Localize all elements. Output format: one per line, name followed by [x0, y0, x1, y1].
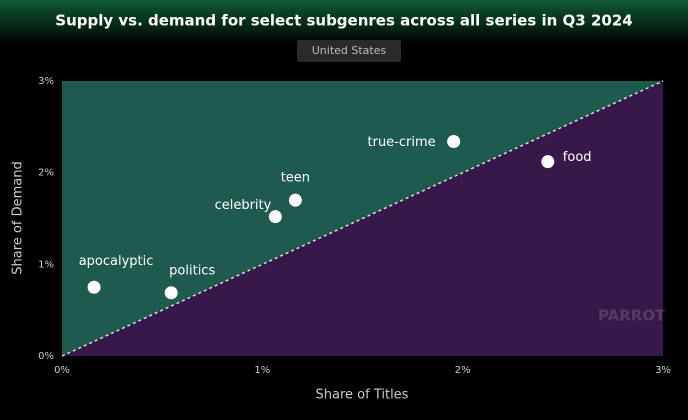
- subtitle: United States: [312, 44, 387, 57]
- point: [87, 280, 101, 294]
- point: [288, 193, 302, 207]
- point-label: celebrity: [215, 198, 272, 213]
- x-tick-label: 3%: [655, 365, 671, 376]
- chart-title: Supply vs. demand for select subgenres a…: [55, 12, 632, 30]
- y-tick-label: 2%: [38, 168, 54, 179]
- point-label: politics: [169, 263, 215, 278]
- y-axis-label: Share of Demand: [11, 161, 26, 274]
- y-tick-label: 3%: [38, 76, 54, 87]
- point-label: food: [563, 150, 592, 165]
- y-tick-label: 1%: [38, 259, 54, 270]
- x-tick-label: 2%: [455, 365, 471, 376]
- point: [447, 135, 461, 148]
- x-axis-label: Share of Titles: [316, 388, 409, 403]
- header-glow: [0, 0, 688, 45]
- y-tick-label: 0%: [38, 351, 54, 362]
- x-tick-label: 0%: [54, 365, 70, 376]
- point: [541, 155, 555, 169]
- point-label: teen: [281, 171, 310, 186]
- x-tick-label: 1%: [254, 365, 270, 376]
- point-label: apocalyptic: [79, 254, 154, 269]
- point: [164, 286, 178, 300]
- point-label: true-crime: [368, 135, 436, 150]
- diagonal: [61, 80, 664, 357]
- subtitle-box: [297, 40, 401, 62]
- point: [268, 210, 282, 224]
- watermark: PARROT: [598, 307, 666, 325]
